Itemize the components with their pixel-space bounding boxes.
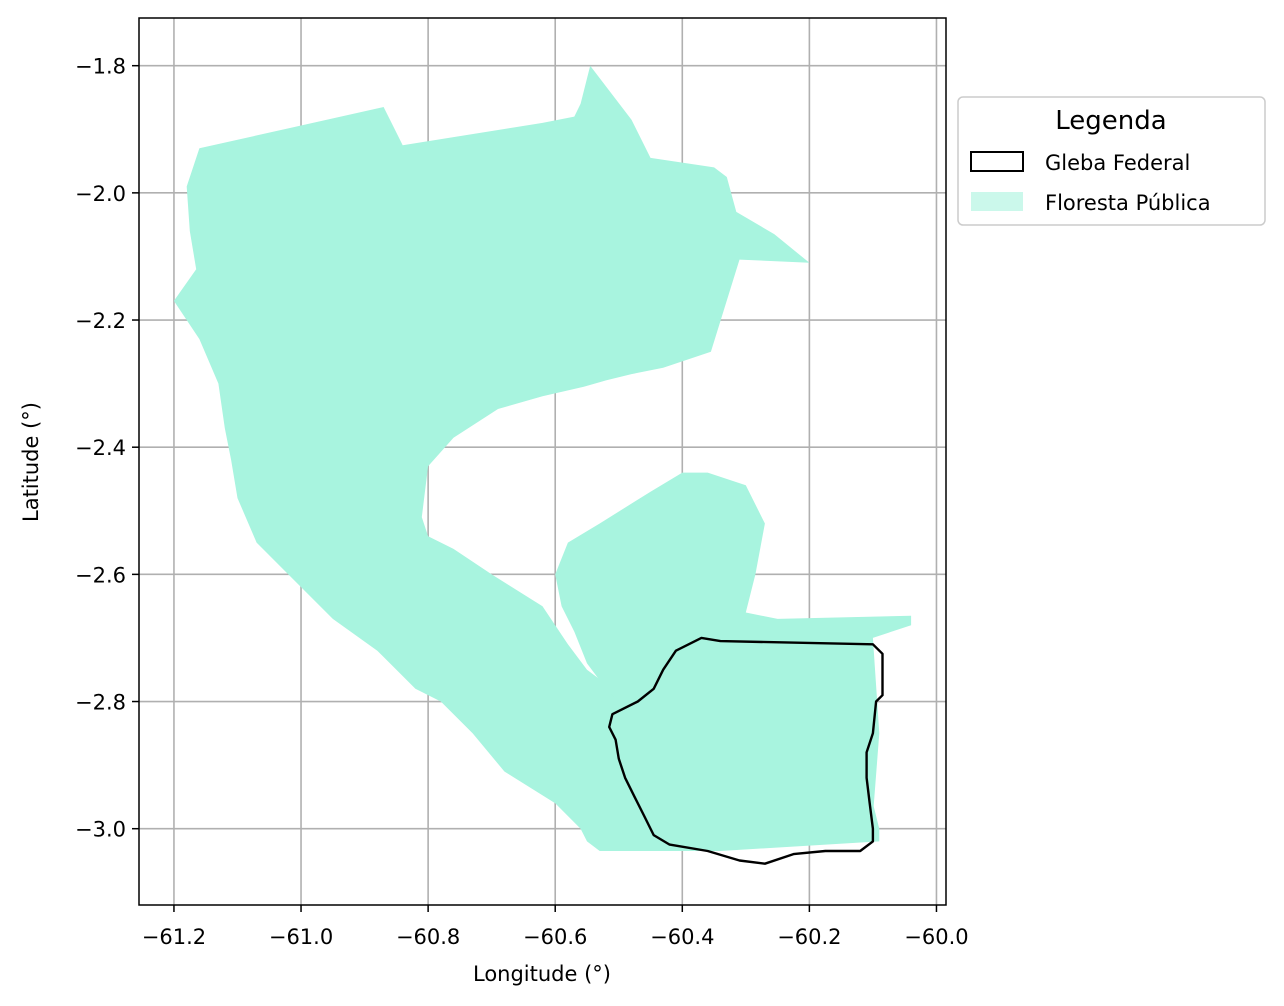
x-tick-label: −60.0 xyxy=(904,925,968,949)
x-axis-title: Longitude (°) xyxy=(473,962,611,986)
axis-ticks: −61.2 −61.0 −60.8 −60.6 −60.4 −60.2 −60.0 −1.8 −… xyxy=(75,55,969,949)
plot-frame xyxy=(138,17,947,906)
legend-label-floresta: Floresta Pública xyxy=(1045,191,1211,215)
y-tick-label: −2.6 xyxy=(75,563,126,587)
x-tick-label: −60.8 xyxy=(396,925,460,949)
floresta-publica-polygon xyxy=(173,65,880,851)
y-tick-label: −2.0 xyxy=(75,182,126,206)
y-tick-label: −2.8 xyxy=(75,691,126,715)
x-tick-label: −61.2 xyxy=(142,925,206,949)
legend: Legenda Gleba Federal Floresta Pública xyxy=(957,96,1266,226)
legend-swatch-floresta xyxy=(971,192,1023,211)
legend-swatch-gleba xyxy=(970,151,1024,172)
y-tick-label: −2.2 xyxy=(75,309,126,333)
floresta-publica-polygon xyxy=(555,472,912,848)
x-tick-label: −60.6 xyxy=(523,925,587,949)
y-tick-label: −1.8 xyxy=(75,55,126,79)
legend-title: Legenda xyxy=(1055,106,1166,136)
y-tick-label: −3.0 xyxy=(75,818,126,842)
gleba-federal-outline xyxy=(608,636,884,865)
x-tick-label: −61.0 xyxy=(269,925,333,949)
y-tick-label: −2.4 xyxy=(75,436,126,460)
legend-box xyxy=(957,96,1266,226)
map-layers xyxy=(173,65,912,865)
x-tick-label: −60.2 xyxy=(777,925,841,949)
legend-label-gleba: Gleba Federal xyxy=(1045,151,1190,175)
y-axis-title: Latitude (°) xyxy=(19,402,43,522)
x-tick-label: −60.4 xyxy=(650,925,714,949)
